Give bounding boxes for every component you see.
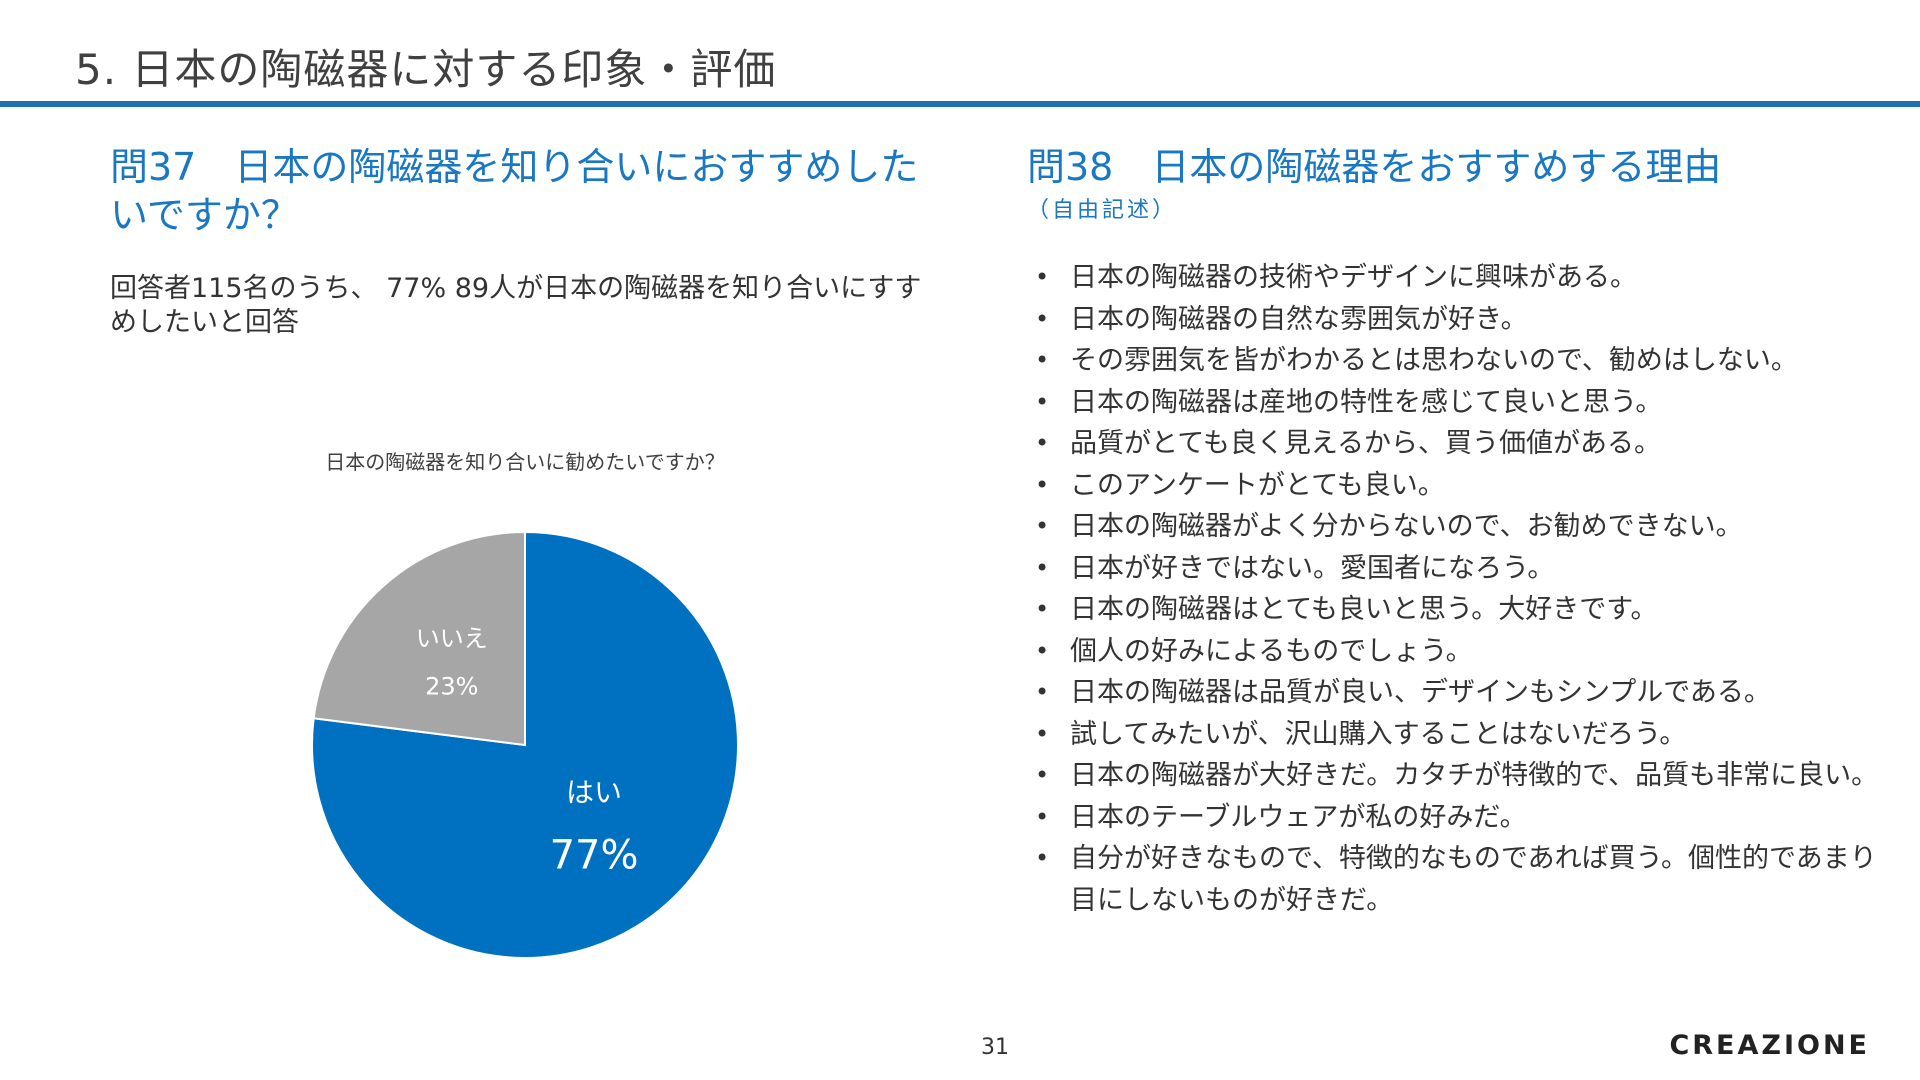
question-38-subtitle: （自由記述） [1027,198,1178,223]
slide-title: 5. 日本の陶磁器に対する印象・評価 [75,45,777,94]
reason-item: • 日本の陶磁器は産地の特性を感じて良いと思う。 [1035,382,1895,424]
pie-slice [311,530,739,959]
bullet-icon: • [1035,678,1050,706]
reason-text: 個人の好みによるものでしょう。 [1070,635,1473,667]
question-37-title: 問37 日本の陶磁器を知り合いにおすすめしたいですか？ [110,145,919,237]
bullet-icon: • [1035,512,1050,540]
bullet-icon: • [1035,719,1050,748]
reason-text: 品質がとても良く見えるから、買う価値がある。 [1070,428,1662,459]
reason-item: • 日本の陶磁器は品質が良い、デザインもシンプルである。 [1035,672,1895,714]
reason-text: 日本の陶磁器が大好きだ。カタチが特徴的で、品質も非常に良い。 [1070,760,1879,791]
reason-item: • 日本の陶磁器の技術やデザインに興味がある。 [1035,257,1895,299]
reason-item: • 日本の陶磁器の自然な雰囲気が好き。 [1035,299,1895,341]
page-number: 31 [981,1035,1009,1060]
bullet-icon: • [1035,636,1050,665]
reason-text: その雰囲気を皆がわかるとは思わないので、勧めはしない。 [1070,345,1798,376]
reason-item: • 個人の好みによるものでしょう。 [1035,631,1895,673]
reason-text: 日本の陶磁器は品質が良い、デザインもシンプルである。 [1070,677,1771,708]
reason-item: • このアンケートがとても良い。 [1035,465,1895,507]
bullet-icon: • [1035,346,1050,374]
bullet-icon: • [1035,802,1050,831]
question-38-title: 問38 日本の陶磁器をおすすめする理由 [1027,145,1722,189]
reason-item: • その雰囲気を皆がわかるとは思わないので、勧めはしない。 [1035,340,1895,382]
reason-item: • 品質がとても良く見えるから、買う価値がある。 [1035,423,1895,465]
pie-slice [312,530,526,747]
reason-text: 日本が好きではない。愛国者になろう。 [1070,552,1555,584]
bullet-icon: • [1035,761,1050,789]
reason-item: • 自分が好きなもので、特徴的なものであれば買う。個性的であまり目にしないものが好… [1035,838,1895,921]
question-37-summary: 回答者115名のうち、 77% 89人が日本の陶磁器を知り合いにすすめしたいと回… [110,273,922,338]
reason-text: 日本の陶磁器の技術やデザインに興味がある。 [1070,262,1637,293]
bullet-icon: • [1035,595,1050,623]
reason-text: 自分が好きなもので、特徴的なものであれば買う。個性的であまり目にしないものが好き… [1070,843,1877,916]
bullet-icon: • [1035,470,1050,499]
brand-logo: CREAZIONE [1669,1030,1870,1061]
reasons-list: • 日本の陶磁器の技術やデザインに興味がある。 • 日本の陶磁器の自然な雰囲気が好き。… [1035,257,1895,921]
reason-text: 試してみたいが、沢山購入することはないだろう。 [1070,718,1687,750]
pie-slice-value: 23% [425,672,478,700]
reason-text: 日本の陶磁器は産地の特性を感じて良いと思う。 [1070,386,1663,418]
bullet-icon: • [1035,387,1050,416]
reason-item: • 試してみたいが、沢山購入することはないだろう。 [1035,714,1895,756]
reason-text: 日本の陶磁器がよく分からないので、お勧めできない。 [1070,511,1743,542]
reason-item: • 日本が好きではない。愛国者になろう。 [1035,548,1895,590]
reason-text: 日本のテーブルウェアが私の好みだ。 [1070,801,1527,833]
bullet-icon: • [1035,304,1050,333]
reason-text: このアンケートがとても良い。 [1070,469,1445,501]
bullet-icon: • [1035,429,1050,457]
bullet-icon: • [1035,844,1050,872]
reason-text: 日本の陶磁器はとても良いと思う。大好きです。 [1070,594,1658,625]
chart-title: 日本の陶磁器を知り合いに勧めたいですか？ [325,450,725,474]
pie-slice-label: はい [566,776,622,809]
header-divider [0,101,1920,107]
pie-chart: はい 77% いいえ 23% [311,530,739,959]
reason-item: • 日本の陶磁器はとても良いと思う。大好きです。 [1035,589,1895,631]
reason-text: 日本の陶磁器の自然な雰囲気が好き。 [1070,303,1528,335]
reason-item: • 日本のテーブルウェアが私の好みだ。 [1035,797,1895,839]
pie-slice-value: 77% [550,832,639,878]
bullet-icon: • [1035,263,1050,291]
reason-item: • 日本の陶磁器がよく分からないので、お勧めできない。 [1035,506,1895,548]
bullet-icon: • [1035,553,1050,582]
reason-item: • 日本の陶磁器が大好きだ。カタチが特徴的で、品質も非常に良い。 [1035,755,1895,797]
pie-slice-label: いいえ [416,624,488,652]
